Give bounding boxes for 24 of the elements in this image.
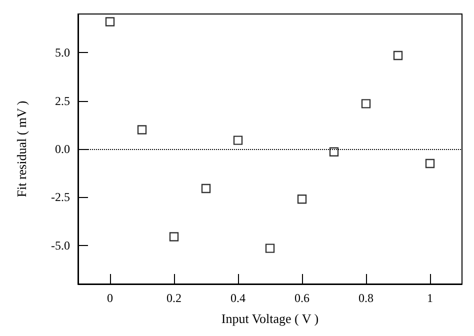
point [137,125,147,134]
y-tick-label: -5.0 [51,238,70,252]
x-tick-label: 1 [427,291,433,305]
point [233,136,243,145]
point [393,50,403,60]
point [265,244,275,253]
y-axis-title: Fit residual ( mV ) [14,100,29,198]
point [169,232,179,242]
x-tick-label: 0.8 [358,291,374,305]
y-tick-label: -2.5 [51,190,70,204]
y-tick-label: 5.0 [55,46,70,60]
x-tick-label: 0.6 [294,291,310,305]
y-tick-label: 2.5 [55,94,70,108]
x-tick-label: 0.2 [166,291,182,305]
point [201,184,211,194]
x-tick-label: 0 [107,291,113,305]
x-axis-title: Input Voltage ( V ) [221,311,319,326]
point [425,158,435,168]
point [105,17,115,26]
point [297,194,307,204]
x-tick-label: 0.4 [230,291,246,305]
y-tick-label: 0.0 [55,142,70,156]
point [329,147,339,156]
point [361,99,371,108]
